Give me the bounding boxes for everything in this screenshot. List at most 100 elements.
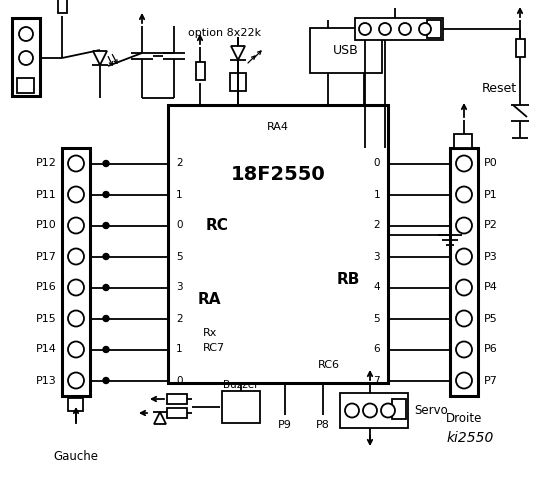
Circle shape: [68, 156, 84, 171]
Text: 7: 7: [373, 375, 380, 385]
Bar: [450, 148, 478, 396]
Text: P12: P12: [36, 158, 57, 168]
Text: Droite: Droite: [446, 411, 482, 424]
Text: option 8x22k: option 8x22k: [188, 28, 261, 38]
Text: Servo: Servo: [414, 404, 448, 417]
Text: 5: 5: [176, 252, 182, 262]
Circle shape: [103, 285, 109, 290]
Text: 1: 1: [373, 190, 380, 200]
Bar: [12, 18, 40, 96]
Circle shape: [103, 253, 109, 260]
Bar: [196, 62, 205, 80]
Circle shape: [456, 311, 472, 326]
Text: Reset: Reset: [482, 82, 517, 95]
Bar: [230, 73, 246, 91]
Circle shape: [379, 23, 391, 35]
Bar: [516, 39, 525, 57]
Text: 5: 5: [373, 313, 380, 324]
Bar: [355, 18, 443, 40]
Circle shape: [345, 404, 359, 418]
Text: P16: P16: [36, 283, 57, 292]
Text: P2: P2: [484, 220, 498, 230]
Text: USB: USB: [333, 44, 359, 57]
Circle shape: [68, 372, 84, 388]
Text: 1: 1: [176, 345, 182, 355]
Text: 0: 0: [373, 158, 380, 168]
Circle shape: [456, 156, 472, 171]
Circle shape: [68, 217, 84, 233]
Bar: [222, 391, 260, 423]
Circle shape: [103, 315, 109, 322]
Text: P1: P1: [484, 190, 498, 200]
Text: RA4: RA4: [267, 122, 289, 132]
Bar: [62, 148, 90, 396]
Polygon shape: [154, 412, 166, 424]
Bar: [17, 78, 34, 93]
Text: 2: 2: [176, 158, 182, 168]
Circle shape: [456, 217, 472, 233]
Text: P15: P15: [36, 313, 57, 324]
Text: P8: P8: [316, 420, 330, 430]
Text: P11: P11: [36, 190, 57, 200]
Text: 0: 0: [176, 220, 182, 230]
Text: 1: 1: [176, 190, 182, 200]
Text: ki2550: ki2550: [446, 431, 494, 445]
Circle shape: [363, 404, 377, 418]
Circle shape: [103, 223, 109, 228]
Text: P14: P14: [36, 345, 57, 355]
Text: RC: RC: [206, 217, 229, 232]
Text: 4: 4: [373, 283, 380, 292]
Text: Buzzer: Buzzer: [223, 380, 259, 390]
Text: P13: P13: [36, 375, 57, 385]
Circle shape: [19, 27, 33, 41]
Circle shape: [19, 51, 33, 65]
Bar: [167, 408, 187, 418]
Bar: [68, 398, 83, 411]
Text: P6: P6: [484, 345, 498, 355]
Text: 3: 3: [176, 283, 182, 292]
Polygon shape: [231, 46, 245, 60]
Circle shape: [68, 187, 84, 203]
Circle shape: [68, 279, 84, 296]
Text: P10: P10: [36, 220, 57, 230]
Text: P7: P7: [484, 375, 498, 385]
Circle shape: [419, 23, 431, 35]
Bar: [310, 28, 382, 73]
Bar: [454, 134, 472, 148]
Bar: [168, 105, 388, 383]
Circle shape: [456, 249, 472, 264]
Text: 18F2550: 18F2550: [231, 166, 325, 184]
Circle shape: [359, 23, 371, 35]
Circle shape: [103, 160, 109, 167]
Circle shape: [456, 372, 472, 388]
Circle shape: [381, 404, 395, 418]
Circle shape: [399, 23, 411, 35]
Circle shape: [103, 347, 109, 352]
Polygon shape: [93, 51, 107, 65]
Text: 6: 6: [373, 345, 380, 355]
Circle shape: [68, 311, 84, 326]
Circle shape: [456, 279, 472, 296]
Bar: [167, 394, 187, 404]
Text: 3: 3: [373, 252, 380, 262]
Bar: [427, 20, 441, 38]
Circle shape: [456, 341, 472, 358]
Circle shape: [456, 187, 472, 203]
Text: Gauche: Gauche: [54, 449, 98, 463]
Text: Rx: Rx: [203, 328, 217, 338]
Circle shape: [103, 377, 109, 384]
Text: P17: P17: [36, 252, 57, 262]
Text: P3: P3: [484, 252, 498, 262]
Bar: [392, 399, 406, 419]
Text: 2: 2: [176, 313, 182, 324]
Text: P5: P5: [484, 313, 498, 324]
Text: RC7: RC7: [203, 343, 225, 353]
Bar: [58, 0, 67, 13]
Text: RB: RB: [337, 273, 360, 288]
Text: P9: P9: [278, 420, 292, 430]
Text: 2: 2: [373, 220, 380, 230]
Bar: [340, 393, 408, 428]
Text: RA: RA: [198, 292, 222, 308]
Text: P4: P4: [484, 283, 498, 292]
Text: 0: 0: [176, 375, 182, 385]
